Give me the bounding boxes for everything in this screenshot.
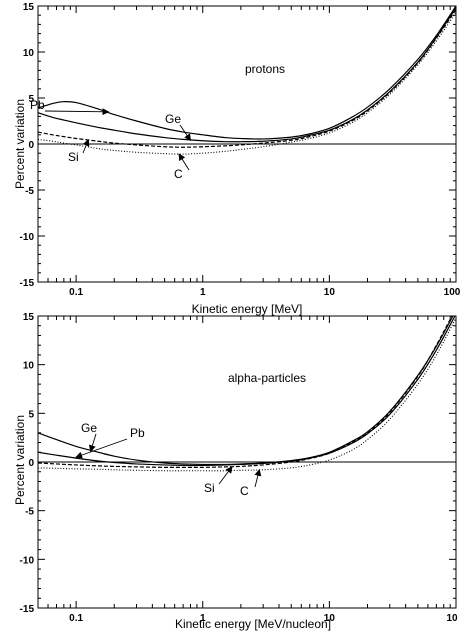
- protons-curve-arrow-ge: [179, 124, 192, 142]
- alpha-series-pb-line: [38, 316, 456, 467]
- protons-curve-arrow-si: [82, 138, 90, 154]
- protons-series-si-line: [38, 9, 456, 148]
- protons-y-axis-label: Percent variation: [13, 99, 27, 189]
- alpha-series-si-line: [38, 316, 453, 468]
- alpha-curve-arrow-pb: [75, 438, 128, 459]
- alpha-annotations: Ge Pb Si C: [75, 421, 262, 498]
- alpha-ticks: 0.1 1 10 10 -15 -10 -5 0 5 10 15: [20, 312, 458, 624]
- alpha-data-layer: [38, 316, 456, 472]
- alpha-panel-title: alpha-particles: [228, 371, 306, 385]
- alpha-curve-arrow-si: [218, 466, 233, 485]
- alpha-y-tick-label: 10: [23, 361, 35, 372]
- protons-x-tick-label: 1: [200, 287, 206, 298]
- alpha-y-tick-label: -10: [20, 555, 35, 566]
- protons-annotations: Pb Ge Si C: [30, 98, 192, 181]
- alpha-x-tick-label: 10: [324, 613, 336, 624]
- protons-y-tick-label: 10: [23, 48, 35, 59]
- alpha-curve-arrow-c: [254, 468, 262, 488]
- alpha-series-c-line: [38, 317, 456, 472]
- alpha-x-tick-label: 10: [446, 613, 458, 624]
- alpha-x-tick-label: 1: [200, 613, 206, 624]
- protons-curve-label-si: Si: [68, 150, 79, 164]
- alpha-curve-label-pb: Pb: [130, 426, 145, 440]
- alpha-y-tick-label: 15: [23, 312, 35, 323]
- protons-series-c-line: [38, 12, 456, 155]
- protons-y-tick-label: 15: [23, 2, 35, 13]
- protons-series-pb-line: [38, 6, 456, 140]
- alpha-curve-label-ge: Ge: [81, 421, 97, 435]
- alpha-x-tick-label: 0.1: [69, 613, 83, 624]
- protons-y-tick-label: -15: [20, 278, 35, 289]
- protons-curve-label-pb: Pb: [30, 98, 45, 112]
- protons-ticks: 0.1 1 10 100 -15 -10 -5 0 5 10 15: [20, 2, 461, 298]
- protons-y-tick-label: -10: [20, 232, 35, 243]
- protons-data-layer: [38, 6, 456, 155]
- alpha-y-tick-label: -15: [20, 604, 35, 615]
- protons-curve-label-c: C: [174, 167, 183, 181]
- protons-panel: protons Kinetic energy [MeV] Percent var…: [13, 2, 461, 316]
- alpha-curve-arrow-ge: [89, 433, 97, 453]
- protons-curve-arrow-c: [178, 153, 190, 171]
- protons-y-tick-label: -5: [25, 186, 34, 197]
- protons-x-tick-label: 10: [324, 287, 336, 298]
- alpha-particles-panel: alpha-particles Kinetic energy [MeV/nucl…: [13, 312, 458, 631]
- alpha-curve-label-c: C: [240, 484, 249, 498]
- alpha-y-tick-label: 5: [28, 409, 34, 420]
- protons-panel-title: protons: [245, 62, 285, 76]
- protons-curve-label-ge: Ge: [165, 112, 181, 126]
- alpha-curve-label-si: Si: [204, 481, 215, 495]
- alpha-y-tick-label: 0: [28, 458, 34, 469]
- protons-series-ge-line: [38, 7, 456, 143]
- alpha-series-ge-line: [38, 316, 454, 466]
- alpha-y-axis-label: Percent variation: [13, 415, 27, 505]
- alpha-x-axis-label: Kinetic energy [MeV/nucleon]: [175, 617, 331, 631]
- protons-y-tick-label: 5: [28, 94, 34, 105]
- protons-x-tick-label: 100: [444, 287, 461, 298]
- alpha-y-tick-label: -5: [25, 507, 34, 518]
- protons-x-tick-label: 0.1: [69, 287, 83, 298]
- protons-curve-arrow-pb: [44, 108, 110, 116]
- protons-y-tick-label: 0: [28, 140, 34, 151]
- protons-x-axis-label: Kinetic energy [MeV]: [192, 302, 303, 316]
